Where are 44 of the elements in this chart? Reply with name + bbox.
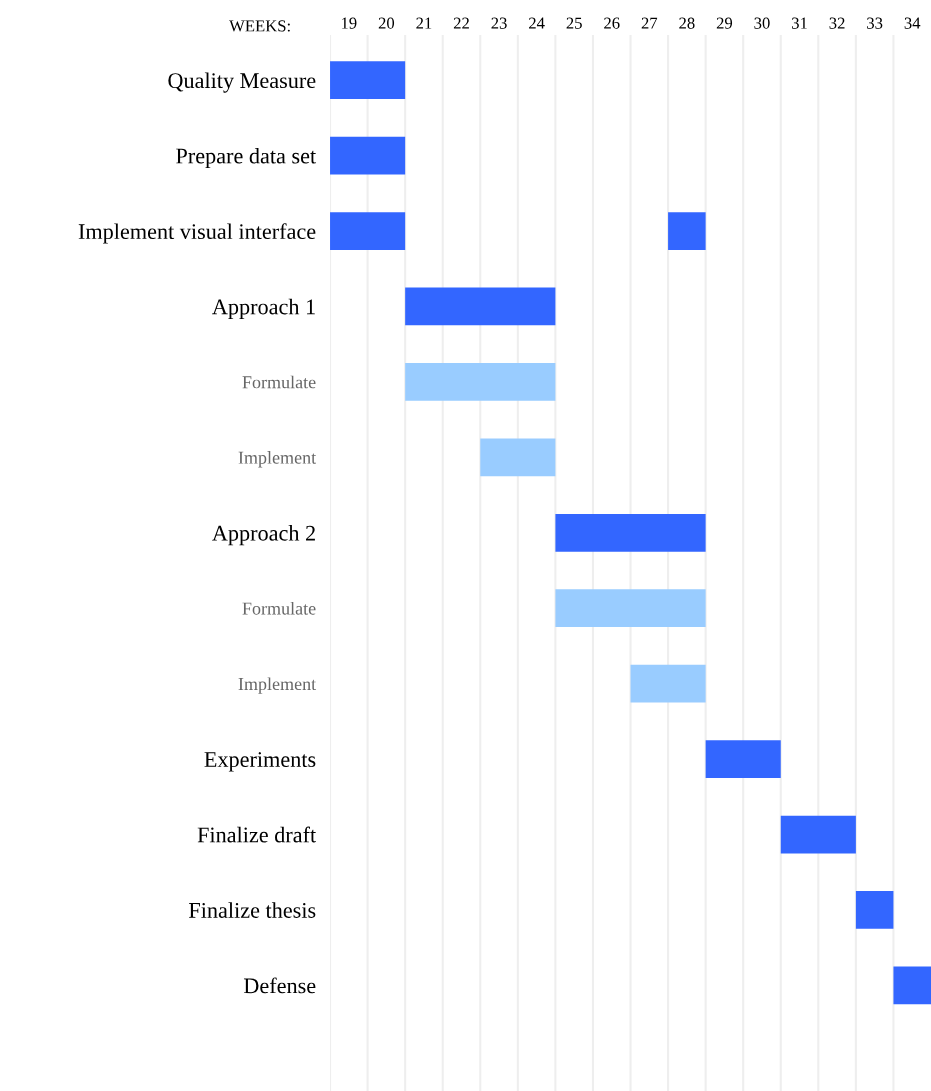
x-tick-label: 22 xyxy=(453,17,469,29)
bar xyxy=(705,740,781,778)
bar xyxy=(893,966,931,1005)
y-tick-label: Defense xyxy=(243,977,316,994)
bar xyxy=(780,815,856,854)
y-tick-label: Implement xyxy=(238,451,317,468)
x-tick-label: 32 xyxy=(829,17,845,29)
bar xyxy=(668,212,706,250)
x-tick-label: 19 xyxy=(341,17,357,29)
bar xyxy=(630,664,706,703)
bar xyxy=(555,513,706,552)
x-tick-label: 26 xyxy=(604,17,620,29)
y-tick-label: Implement xyxy=(238,677,317,694)
x-tick-label: 28 xyxy=(679,17,695,29)
y-tick-label: Formulate xyxy=(242,375,316,389)
y-tick-label: Approach 2 xyxy=(212,525,315,546)
x-tick-label: 31 xyxy=(792,17,807,29)
x-tick-label: 33 xyxy=(867,17,883,29)
bar xyxy=(330,136,406,175)
x-tick-label: 24 xyxy=(529,17,545,29)
x-tick-label: 25 xyxy=(566,17,582,29)
bar xyxy=(405,363,556,401)
bar xyxy=(480,438,556,477)
y-tick-label: Implement visual interface xyxy=(78,223,316,244)
bar xyxy=(855,891,894,929)
y-tick-label: Finalize thesis xyxy=(189,902,316,918)
bar xyxy=(405,287,556,326)
y-tick-label: Prepare data set xyxy=(176,147,317,169)
x-tick-label: 21 xyxy=(416,17,432,29)
bar xyxy=(330,61,406,100)
bar xyxy=(330,212,406,250)
x-tick-label: 23 xyxy=(491,17,507,29)
x-tick-label: 20 xyxy=(378,17,395,29)
y-tick-label: Experiments xyxy=(204,752,316,772)
y-tick-label: Quality Measure xyxy=(168,72,316,93)
x-tick-label: 34 xyxy=(904,17,921,29)
x-tick-label: 29 xyxy=(716,17,733,29)
y-tick-label: Finalize draft xyxy=(197,826,317,843)
x-tick-label: 30 xyxy=(754,17,770,29)
bar xyxy=(555,589,706,628)
x-axis-title: WEEKS: xyxy=(229,20,290,32)
x-tick-label: 27 xyxy=(641,17,658,29)
y-tick-label: Approach 1 xyxy=(212,298,315,319)
y-tick-label: Formulate xyxy=(242,601,316,615)
